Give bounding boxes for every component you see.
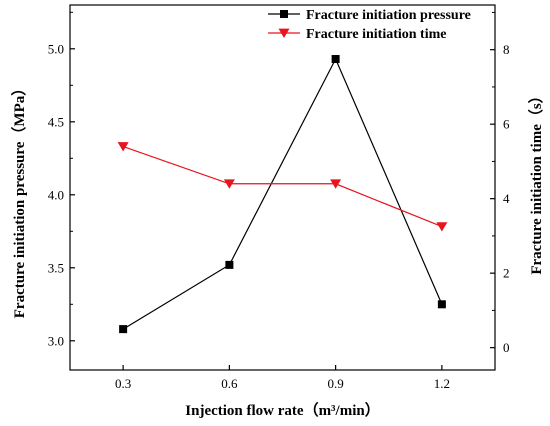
data-point xyxy=(330,179,342,189)
data-point xyxy=(437,300,446,309)
left-y-tick-label: 4.0 xyxy=(48,187,64,202)
right-y-axis-ticks: 0 2 4 6 8 xyxy=(490,11,510,355)
x-tick-label: 0.9 xyxy=(328,376,344,391)
x-tick-label: 0.3 xyxy=(115,376,131,391)
plot-border xyxy=(69,4,496,371)
series-pressure xyxy=(119,55,446,334)
legend-label-time: Fracture initiation time xyxy=(306,27,447,42)
data-point xyxy=(119,325,128,334)
series-line xyxy=(122,145,443,228)
left-y-axis-title: Fracture initiation pressure（MPa） xyxy=(10,81,28,318)
legend-label-pressure: Fracture initiation pressure xyxy=(306,8,471,23)
left-y-tick-label: 4.5 xyxy=(48,114,64,129)
left-y-tick-label: 3.0 xyxy=(48,333,64,348)
data-point xyxy=(117,142,129,152)
right-y-axis-title: Fracture initiation time（s） xyxy=(527,88,545,274)
plot-frame xyxy=(69,4,496,371)
left-y-tick-label: 3.5 xyxy=(48,260,64,275)
series-line xyxy=(122,57,443,330)
data-point xyxy=(436,222,448,232)
left-y-axis-ticks: 3.0 3.5 4.0 4.5 5.0 xyxy=(48,11,75,348)
series-layer xyxy=(117,55,448,334)
right-y-tick-label: 8 xyxy=(503,42,510,57)
legend-marker xyxy=(278,28,290,38)
data-point xyxy=(223,179,235,189)
right-y-tick-label: 2 xyxy=(503,266,510,281)
right-y-tick-label: 6 xyxy=(503,117,510,132)
legend-item-pressure xyxy=(268,10,300,18)
legend: Fracture initiation pressure Fracture in… xyxy=(268,8,471,42)
series-time xyxy=(117,142,448,232)
data-point xyxy=(225,260,234,269)
left-y-tick-label: 5.0 xyxy=(48,41,64,56)
x-tick-label: 1.2 xyxy=(434,376,450,391)
right-y-tick-label: 4 xyxy=(503,191,510,206)
x-axis-ticks: 0.3 0.6 0.9 1.2 xyxy=(115,365,450,391)
x-tick-label: 0.6 xyxy=(221,376,238,391)
data-point xyxy=(331,55,340,64)
right-y-tick-label: 0 xyxy=(503,340,510,355)
x-axis-title: Injection flow rate（m³/min） xyxy=(185,401,379,419)
legend-marker xyxy=(280,10,288,18)
legend-item-time xyxy=(268,28,300,38)
